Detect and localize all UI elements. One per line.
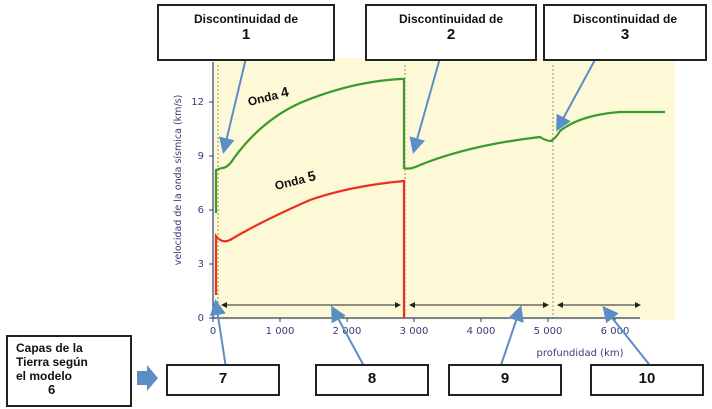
y-tick-label: 0: [198, 313, 204, 324]
legend-pointer-icon: [137, 365, 158, 391]
discontinuity-title: Discontinuidad de: [572, 12, 677, 26]
pointer-arrow-10: [602, 305, 653, 369]
layer-box-9: 9: [448, 364, 562, 396]
pointer-arrow-2: [409, 57, 441, 154]
layer-box-10: 10: [590, 364, 704, 396]
discontinuity-title: Discontinuidad de: [398, 12, 503, 26]
discontinuity-box-2: Discontinuidad de 2: [365, 4, 537, 61]
layers-legend-box: Capas de la Tierra según el modelo 6: [6, 335, 132, 407]
discontinuity-box-1: Discontinuidad de 1: [157, 4, 335, 61]
wave-5-curve: [214, 179, 406, 318]
y-tick-label: 3: [198, 259, 204, 270]
x-tick-label: 6 000: [601, 326, 630, 337]
pointer-arrow-3: [556, 57, 597, 132]
layer-number: 8: [367, 370, 377, 387]
pointer-arrow-7: [209, 299, 227, 369]
pointer-arrow-9: [499, 305, 524, 369]
discontinuity-number: 3: [620, 26, 630, 43]
layer-box-7: 7: [166, 364, 280, 396]
y-ticks: [209, 101, 213, 319]
layer-number: 9: [500, 370, 510, 387]
y-tick-label: 12: [191, 97, 204, 108]
discontinuity-number: 2: [446, 26, 456, 43]
x-tick-label: 2 000: [333, 326, 362, 337]
y-axis-label: velocidad de la onda sísmica (km/s): [173, 95, 184, 266]
discontinuity-number: 1: [241, 26, 251, 43]
wave-4-curve: [214, 77, 665, 213]
pointer-arrow-8: [331, 305, 366, 369]
discontinuity-box-3: Discontinuidad de 3: [543, 4, 707, 61]
x-axis-label: profundidad (km): [536, 348, 623, 359]
discontinuity-title: Discontinuidad de: [193, 12, 298, 26]
layer-number: 7: [218, 370, 228, 387]
layer-number: 10: [638, 370, 656, 387]
legend-number: 6: [48, 382, 56, 397]
x-tick-label: 5 000: [534, 326, 563, 337]
chart-background: [213, 58, 675, 320]
layer-box-8: 8: [315, 364, 429, 396]
legend-line: el modelo: [16, 369, 73, 383]
legend-line: Tierra según: [16, 355, 88, 369]
x-tick-label: 1 000: [266, 326, 295, 337]
legend-line: Capas de la: [16, 341, 83, 355]
y-tick-label: 9: [198, 151, 204, 162]
x-tick-label: 4 000: [467, 326, 496, 337]
y-tick-label: 6: [198, 205, 204, 216]
x-tick-label: 3 000: [400, 326, 429, 337]
pointer-arrow-1: [219, 57, 247, 154]
x-tick-label: 0: [210, 326, 216, 337]
